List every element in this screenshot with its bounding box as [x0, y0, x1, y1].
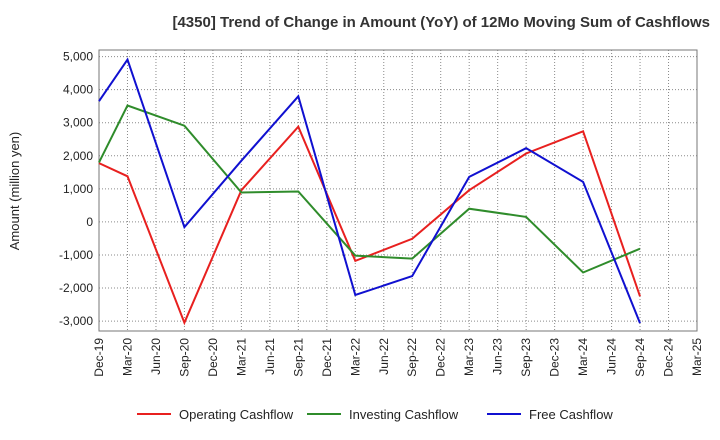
x-tick-label: Dec-20 — [206, 338, 220, 377]
x-tick-label: Sep-20 — [177, 338, 191, 377]
x-tick-label: Mar-20 — [120, 338, 134, 376]
x-tick-label: Mar-22 — [348, 338, 362, 376]
y-tick-label: -1,000 — [59, 248, 93, 262]
y-tick-label: 2,000 — [63, 149, 93, 163]
operating-cashflow-line — [98, 124, 641, 326]
x-tick-label: Jun-23 — [491, 338, 505, 375]
axes — [98, 49, 698, 332]
x-tick-label: Dec-23 — [548, 338, 562, 377]
y-tick-label: -2,000 — [59, 281, 93, 295]
x-tick-label: Jun-20 — [149, 338, 163, 375]
y-tick-labels: -3,000 -2,000 -1,000 0 1,000 2,000 3,000 4,000 5… — [59, 50, 93, 328]
y-tick-label: 0 — [86, 215, 93, 229]
y-tick-label: 4,000 — [63, 83, 93, 97]
series-lines — [98, 57, 641, 326]
x-tick-label: Mar-21 — [234, 338, 248, 376]
free-cashflow-line — [98, 57, 641, 324]
plot-frame — [98, 49, 698, 332]
x-tick-label: Dec-24 — [662, 338, 676, 377]
x-tick-label: Sep-23 — [519, 338, 533, 377]
legend: Operating Cashflow Investing Cashflow Free… — [137, 407, 613, 422]
x-tick-label: Dec-22 — [434, 338, 448, 377]
legend-label-free-cashflow: Free Cashflow — [529, 407, 613, 422]
x-tick-label: Mar-24 — [576, 338, 590, 376]
x-tick-label: Mar-23 — [462, 338, 476, 376]
y-tick-label: 1,000 — [63, 182, 93, 196]
x-tick-label: Jun-21 — [263, 338, 277, 375]
x-tick-label: Jun-22 — [377, 338, 391, 375]
chart-title: [4350] Trend of Change in Amount (YoY) o… — [172, 14, 710, 31]
x-tick-label: Jun-24 — [605, 338, 619, 375]
x-tick-labels: Dec-19 Mar-20 Jun-20 Sep-20 Dec-20 Mar-21 Jun-… — [92, 338, 704, 377]
grid-lines — [98, 50, 698, 331]
x-tick-label: Dec-19 — [92, 338, 106, 377]
x-tick-label: Mar-25 — [690, 338, 704, 376]
x-tick-label: Sep-22 — [405, 338, 419, 377]
investing-cashflow-line — [98, 104, 641, 274]
y-tick-label: 3,000 — [63, 116, 93, 130]
x-tick-label: Dec-21 — [320, 338, 334, 377]
y-tick-label: -3,000 — [59, 314, 93, 328]
legend-label-operating-cashflow: Operating Cashflow — [179, 407, 294, 422]
legend-label-investing-cashflow: Investing Cashflow — [349, 407, 459, 422]
x-tick-label: Sep-24 — [633, 338, 647, 377]
x-tick-label: Sep-21 — [291, 338, 305, 377]
y-axis-label: Amount (million yen) — [7, 132, 22, 251]
y-tick-label: 5,000 — [63, 50, 93, 64]
